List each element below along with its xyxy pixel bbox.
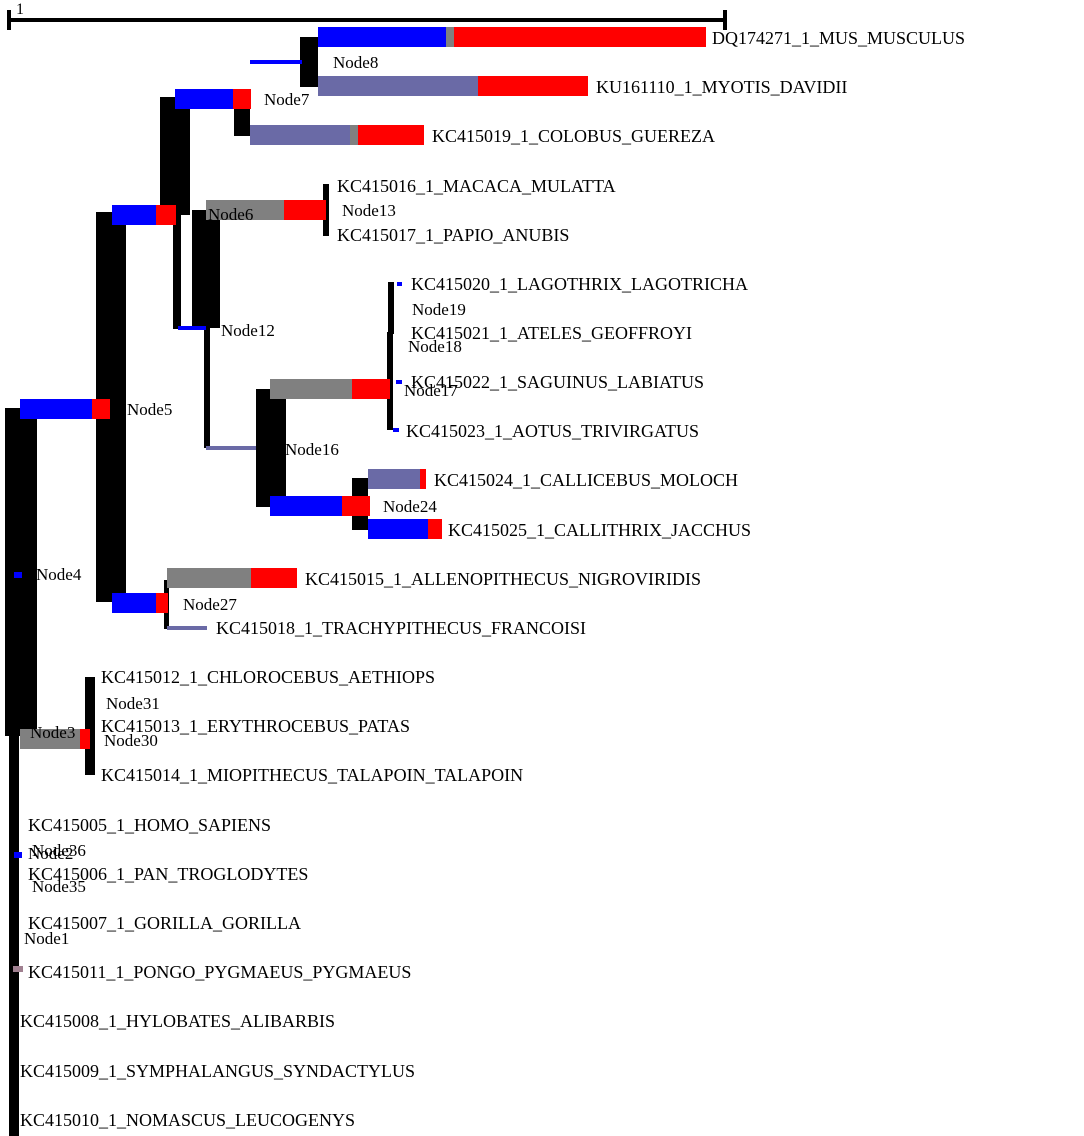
branch-node30-red	[80, 729, 90, 749]
node-label: Node35	[32, 877, 86, 896]
leaf-label: KC415012_1_CHLOROCEBUS_AETHIOPS	[101, 667, 435, 687]
leaf-label: KC415025_1_CALLITHRIX_JACCHUS	[448, 520, 751, 540]
scale-bar: 1	[7, 1, 727, 30]
connector-node12	[192, 210, 220, 328]
branch-node5-red	[92, 399, 110, 419]
node-label: Node36	[32, 841, 86, 860]
leaf-labels: DQ174271_1_MUS_MUSCULUS KU161110_1_MYOTI…	[20, 28, 965, 1130]
node-label: Node24	[383, 497, 437, 516]
tip-aotus	[393, 428, 399, 432]
leaf-label: KC415008_1_HYLOBATES_ALIBARBIS	[20, 1011, 335, 1031]
branch-node13-grey	[206, 200, 284, 220]
connector-node1	[9, 736, 19, 1136]
connector-node8	[300, 37, 318, 87]
leaf-label: KC415023_1_AOTUS_TRIVIRGATUS	[406, 421, 699, 441]
leaf-label: KC415021_1_ATELES_GEOFFROYI	[411, 323, 692, 343]
tip-node4	[14, 572, 22, 578]
leaf-label: KC415019_1_COLOBUS_GUEREZA	[432, 126, 715, 146]
branch-node27-red	[156, 593, 168, 613]
connector-node16	[256, 389, 286, 507]
branch-node7-red	[233, 89, 251, 109]
leaf-label: KC415018_1_TRACHYPITHECUS_FRANCOISI	[216, 618, 586, 638]
leaf-label: KC415006_1_PAN_TROGLODYTES	[28, 864, 308, 884]
node-labels: Node1 Node2 Node3 Node4 Node5 Node6 Node…	[24, 53, 466, 948]
node-label: Node1	[24, 929, 69, 948]
node-label: Node4	[36, 565, 82, 584]
scale-bar-label: 1	[16, 1, 24, 18]
leaf-label: KC415017_1_PAPIO_ANUBIS	[337, 225, 569, 245]
branch-node12-blue	[178, 326, 206, 330]
node-label: Node13	[342, 201, 396, 220]
node-label: Node16	[285, 440, 339, 459]
branch-mus-grey	[446, 27, 454, 47]
node-label: Node12	[221, 321, 275, 340]
tip-lagothrix	[397, 282, 402, 286]
connector-node6	[160, 97, 190, 215]
leaf-label: KC415016_1_MACACA_MULATTA	[337, 176, 616, 196]
branch-callithrix-red	[428, 519, 442, 539]
node-label: Node19	[412, 300, 466, 319]
branch-node5-blue	[20, 399, 92, 419]
connector-node19	[388, 282, 394, 334]
tip-pongo	[13, 966, 23, 972]
branch-callicebus-slate	[368, 469, 420, 489]
branch-callithrix-blue	[368, 519, 428, 539]
leaf-label: KC415015_1_ALLENOPITHECUS_NIGROVIRIDIS	[305, 569, 701, 589]
node-label: Node27	[183, 595, 237, 614]
tip-node2	[14, 852, 22, 858]
tip-saguinus	[396, 380, 402, 384]
branch-allenopithecus-grey	[167, 568, 251, 588]
leaf-label: KC415020_1_LAGOTHRIX_LAGOTRICHA	[411, 274, 748, 294]
node-label: Node2	[28, 844, 73, 863]
branch-allenopithecus-red	[251, 568, 297, 588]
connector-node12-lower	[204, 328, 210, 448]
branch-callicebus-red	[420, 469, 426, 489]
node-label: Node7	[264, 90, 310, 109]
leaf-label: KC415009_1_SYMPHALANGUS_SYNDACTYLUS	[20, 1061, 415, 1081]
node-label: Node6	[208, 205, 253, 224]
branch-node27-blue	[112, 593, 156, 613]
branch-node30-grey	[20, 729, 80, 749]
branch-mus-red	[454, 27, 706, 47]
node-label: Node30	[104, 731, 158, 750]
branch-trachypithecus-slate	[167, 626, 207, 630]
node-label: Node3	[30, 723, 75, 742]
branch-node16-slate	[206, 446, 256, 450]
leaf-label: DQ174271_1_MUS_MUSCULUS	[712, 28, 965, 48]
leaf-label: KC415014_1_MIOPITHECUS_TALAPOIN_TALAPOIN	[101, 765, 523, 785]
connector-node6-lower	[173, 213, 181, 329]
branch-node6-red	[156, 205, 176, 225]
branch-node8-blue	[250, 60, 302, 64]
branch-connectors	[5, 37, 394, 1136]
branch-node24-blue	[270, 496, 342, 516]
node-label: Node31	[106, 694, 160, 713]
connector-node30	[85, 677, 95, 775]
node-label: Node5	[127, 400, 172, 419]
branch-colobus-red	[358, 125, 424, 145]
node-label: Node8	[333, 53, 378, 72]
node-label: Node18	[408, 337, 462, 356]
leaf-label: KC415013_1_ERYTHROCEBUS_PATAS	[101, 716, 410, 736]
leaf-label: KC415024_1_CALLICEBUS_MOLOCH	[434, 470, 738, 490]
node-label: Node17	[404, 381, 458, 400]
leaf-label: KC415022_1_SAGUINUS_LABIATUS	[411, 372, 704, 392]
branch-bars	[13, 27, 706, 972]
branch-node7-blue	[175, 89, 233, 109]
branch-node17-red	[352, 379, 390, 399]
branch-myotis-red	[478, 76, 588, 96]
branch-node17-grey	[270, 379, 352, 399]
leaf-label: KC415011_1_PONGO_PYGMAEUS_PYGMAEUS	[28, 962, 411, 982]
leaf-label: KC415007_1_GORILLA_GORILLA	[28, 913, 301, 933]
branch-colobus-slate	[250, 125, 350, 145]
leaf-label: KC415010_1_NOMASCUS_LEUCOGENYS	[20, 1110, 355, 1130]
leaf-label: KU161110_1_MYOTIS_DAVIDII	[596, 77, 847, 97]
branch-myotis-slate	[318, 76, 478, 96]
branch-node13-red	[284, 200, 326, 220]
branch-node24-red	[342, 496, 370, 516]
branch-colobus-grey	[350, 125, 358, 145]
branch-mus-blue	[318, 27, 446, 47]
leaf-label: KC415005_1_HOMO_SAPIENS	[28, 815, 271, 835]
branch-node6-blue	[112, 205, 156, 225]
